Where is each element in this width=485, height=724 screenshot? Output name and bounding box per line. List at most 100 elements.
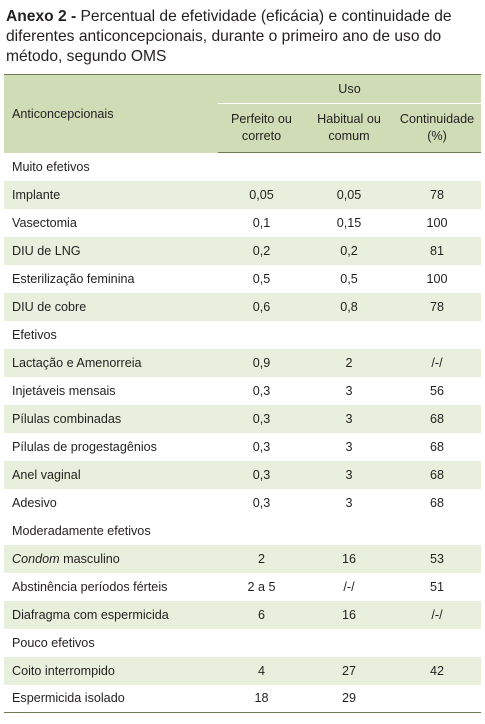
method-label: Pílulas de progestagênios — [12, 439, 157, 454]
table-row: Implante 0,05 0,05 78 — [4, 180, 481, 209]
table-row: Coito interrompido 4 27 42 — [4, 656, 481, 685]
section-row: Pouco efetivos — [4, 629, 481, 657]
table-row: Vasectomia 0,1 0,15 100 — [4, 209, 481, 237]
cell-perfeito: 0,05 — [218, 180, 305, 209]
caption-lead: Anexo 2 - — [6, 8, 77, 25]
cell-habitual: 3 — [345, 383, 353, 398]
header-habitual: Habitual ou comum — [305, 103, 393, 153]
method-label: Injetáveis mensais — [12, 383, 116, 398]
cell-habitual: 3 — [345, 439, 353, 454]
header-uso: Uso — [218, 74, 481, 104]
cell-habitual: 0,5 — [340, 271, 358, 286]
cell-habitual: 0,2 — [305, 236, 393, 265]
header-continuidade: Continuidade (%) — [393, 103, 481, 153]
method-label-text: masculino — [63, 551, 120, 566]
method-label: Espermicida isolado — [4, 684, 218, 713]
table-row: Lactação e Amenorreia 0,9 2/-/ — [4, 348, 481, 377]
cell-perfeito: 0,5 — [252, 271, 271, 286]
section-row: Moderadamente efetivos — [4, 517, 481, 545]
method-label: Abstinência períodos férteis — [12, 579, 168, 594]
table-row: Pílulas de progestagênios 0,3 3 68 — [4, 433, 481, 461]
table-row: Esterilização feminina 0,5 0,5 100 — [4, 265, 481, 293]
section-label: Muito efetivos — [12, 159, 90, 174]
cell-perfeito: 6 — [218, 600, 305, 629]
cell-continuidade: 68 — [393, 460, 481, 489]
cell-perfeito: 0,6 — [218, 292, 305, 321]
section-row: Muito efetivos — [4, 153, 481, 181]
cell-habitual: /-/ — [343, 579, 355, 594]
cell-perfeito: 2 — [218, 544, 305, 573]
table-row: DIU de cobre 0,6 0,8 78 — [4, 292, 481, 321]
method-label: Diafragma com espermicida — [4, 600, 218, 629]
header-anticoncepcionais: Anticoncepcionais — [4, 74, 218, 153]
cell-continuidade — [393, 684, 481, 713]
cell-habitual: 16 — [305, 544, 393, 573]
cell-habitual: 16 — [305, 600, 393, 629]
contraceptive-table: Anticoncepcionais Uso Perfeito ou corret… — [4, 74, 481, 713]
method-label-italic: Condom — [12, 551, 60, 566]
cell-continuidade: 56 — [429, 383, 444, 398]
cell-continuidade: 68 — [429, 439, 444, 454]
table-row: Anel vaginal 0,3 3 68 — [4, 460, 481, 489]
cell-perfeito: 18 — [218, 684, 305, 713]
table-caption: Anexo 2 - Percentual de efetividade (efi… — [6, 7, 482, 67]
method-label: DIU de LNG — [4, 236, 218, 265]
method-label: Esterilização feminina — [12, 271, 135, 286]
section-label: Pouco efetivos — [12, 635, 95, 650]
section-label: Efetivos — [12, 327, 57, 342]
caption-text: Percentual de efetividade (eficácia) e c… — [6, 8, 452, 65]
table-row: Diafragma com espermicida 6 16/-/ — [4, 600, 481, 629]
cell-continuidade: 51 — [429, 579, 444, 594]
table-body: Muito efetivos Implante 0,05 0,05 78 Vasectom… — [4, 153, 481, 713]
cell-habitual: 0,8 — [305, 292, 393, 321]
section-row: Efetivos — [4, 321, 481, 349]
method-label: Implante — [4, 180, 218, 209]
table-row: Abstinência períodos férteis 2 a 5 /-/ 51 — [4, 573, 481, 601]
cell-continuidade: 100 — [426, 215, 448, 230]
cell-perfeito: 2 a 5 — [247, 579, 276, 594]
cell-habitual: 3 — [305, 404, 393, 433]
section-label: Moderadamente efetivos — [12, 523, 151, 538]
cell-habitual: 3 — [305, 460, 393, 489]
cell-perfeito: 0,2 — [218, 236, 305, 265]
cell-perfeito: 0,3 — [252, 383, 271, 398]
table-row: Espermicida isolado 18 29 — [4, 684, 481, 713]
cell-perfeito: 0,1 — [252, 215, 271, 230]
cell-continuidade: 78 — [393, 292, 481, 321]
cell-continuidade: 78 — [393, 180, 481, 209]
cell-continuidade: 42 — [393, 656, 481, 685]
cell-continuidade: 68 — [429, 495, 444, 510]
cell-continuidade: 68 — [393, 404, 481, 433]
table-row: DIU de LNG 0,2 0,2 81 — [4, 236, 481, 265]
cell-continuidade: /-/ — [393, 600, 481, 629]
cell-perfeito: 4 — [218, 656, 305, 685]
table-row: Pílulas combinadas 0,3 3 68 — [4, 404, 481, 433]
cell-habitual: 29 — [305, 684, 393, 713]
method-label: Condom masculino — [4, 544, 218, 573]
method-label: Lactação e Amenorreia — [4, 348, 218, 377]
header-perfeito: Perfeito ou correto — [218, 103, 305, 153]
cell-habitual: 3 — [345, 495, 353, 510]
method-label: Coito interrompido — [4, 656, 218, 685]
cell-habitual: 27 — [305, 656, 393, 685]
cell-continuidade: /-/ — [393, 348, 481, 377]
method-label: Anel vaginal — [4, 460, 218, 489]
cell-perfeito: 0,9 — [218, 348, 305, 377]
cell-perfeito: 0,3 — [252, 439, 271, 454]
table-row: Adesivo 0,3 3 68 — [4, 489, 481, 517]
cell-habitual: 2 — [305, 348, 393, 377]
cell-habitual: 0,05 — [305, 180, 393, 209]
table-row: Condom masculino 2 16 53 — [4, 544, 481, 573]
cell-continuidade: 81 — [393, 236, 481, 265]
cell-perfeito: 0,3 — [218, 460, 305, 489]
cell-continuidade: 100 — [426, 271, 448, 286]
cell-habitual: 0,15 — [336, 215, 362, 230]
cell-perfeito: 0,3 — [218, 404, 305, 433]
method-label: Pílulas combinadas — [4, 404, 218, 433]
method-label: Vasectomia — [12, 215, 77, 230]
method-label: Adesivo — [12, 495, 57, 510]
table-row: Injetáveis mensais 0,3 3 56 — [4, 377, 481, 405]
method-label: DIU de cobre — [4, 292, 218, 321]
cell-perfeito: 0,3 — [252, 495, 271, 510]
cell-continuidade: 53 — [393, 544, 481, 573]
